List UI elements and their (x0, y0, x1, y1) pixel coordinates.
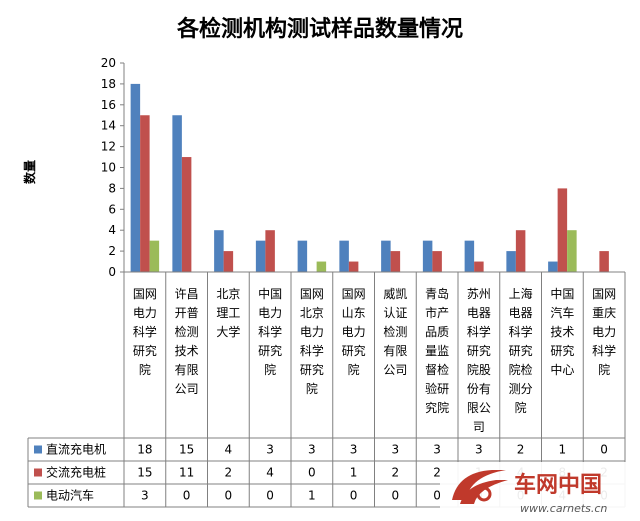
category-label: 国网电力科学研究院 (133, 287, 157, 377)
table-cell: 3 (266, 443, 274, 457)
carnets-logo-icon (452, 470, 508, 504)
table-cell: 2 (517, 443, 525, 457)
y-tick-label: 14 (101, 119, 116, 133)
bar (316, 261, 327, 272)
category-label: 国网重庆电力科学院 (592, 287, 616, 377)
table-cell: 0 (183, 489, 191, 503)
y-axis: 0 2 4 6 8 10 12 14 16 18 20 (101, 56, 125, 279)
category-label: 苏州电器科学研究院股份有限公司 (467, 287, 491, 434)
table-cell: 3 (141, 489, 149, 503)
y-tick-label: 4 (108, 223, 116, 237)
legend-swatch (34, 491, 42, 500)
legend-swatch (34, 468, 42, 477)
bar (515, 230, 526, 272)
category-label: 许昌开普检测技术有限公司 (175, 287, 199, 396)
watermark-text: 车网中国 (514, 472, 602, 498)
bar (339, 240, 349, 272)
table-cell: 2 (392, 466, 400, 480)
category-labels: 国网电力科学研究院许昌开普检测技术有限公司北京理工大学中国电力科学研究院国网北京… (133, 286, 616, 434)
table-cell: 0 (225, 489, 233, 503)
bars (130, 83, 609, 273)
table-cell: 1 (350, 466, 358, 480)
table-cell: 1 (559, 443, 567, 457)
bar (348, 261, 359, 272)
bar (172, 115, 182, 272)
category-label: 中国电力科学研究院 (258, 286, 282, 377)
table-cell: 3 (350, 443, 358, 457)
bar (381, 240, 391, 272)
bar (464, 240, 475, 272)
legend-label: 交流充电桩 (46, 465, 106, 480)
table-cell: 15 (179, 443, 194, 457)
bar (432, 251, 442, 272)
category-label: 北京理工大学 (216, 287, 240, 339)
y-tick-label: 12 (101, 140, 116, 154)
category-label: 国网山东电力研究院 (342, 287, 366, 377)
table-cell: 0 (350, 489, 358, 503)
y-tick-label: 18 (101, 77, 116, 91)
bar (474, 261, 484, 272)
bar (181, 157, 192, 272)
y-axis-label: 数量 (22, 160, 37, 184)
table-cell: 3 (475, 443, 483, 457)
table-cell: 15 (137, 466, 152, 480)
table-cell: 4 (266, 466, 274, 480)
table-cell: 3 (433, 443, 441, 457)
y-tick-label: 2 (108, 244, 116, 258)
bar (557, 188, 568, 272)
table-cell: 2 (225, 466, 233, 480)
table-cell: 1 (308, 489, 316, 503)
y-tick-label: 0 (108, 265, 116, 279)
category-label: 上海电器科学研究院检测分院 (509, 286, 533, 415)
table-cell: 0 (433, 489, 441, 503)
table-cell: 0 (308, 466, 316, 480)
watermark-url: www.carnets.cn (520, 502, 607, 515)
category-label: 中国汽车技术研究中心 (550, 286, 574, 377)
category-label: 威凯认证检测有限公司 (383, 287, 407, 377)
bar (422, 240, 433, 272)
data-table: 直流充电机18154333333210交流充电桩15112401221482电动… (34, 442, 608, 503)
bar (149, 240, 160, 272)
bar (130, 83, 141, 273)
y-tick-label: 10 (101, 161, 116, 175)
y-tick-label: 16 (101, 98, 116, 112)
bar (265, 230, 275, 272)
bar (567, 230, 577, 272)
table-cell: 4 (225, 443, 233, 457)
bar (390, 251, 401, 272)
table-cell: 18 (137, 443, 152, 457)
bar (214, 230, 224, 272)
y-tick-label: 6 (108, 202, 116, 216)
legend-label: 直流充电机 (46, 442, 106, 457)
legend-label: 电动汽车 (46, 488, 94, 503)
chart-title: 各检测机构测试样品数量情况 (176, 16, 463, 42)
watermark: 车网中国 www.carnets.cn (440, 462, 640, 521)
legend-swatch (34, 445, 42, 454)
bar (255, 240, 266, 272)
table-cell: 11 (179, 466, 194, 480)
table-cell: 3 (308, 443, 316, 457)
bar (548, 261, 558, 272)
bar (599, 251, 609, 272)
bar (297, 240, 308, 272)
table-cell: 0 (600, 443, 608, 457)
table-cell: 3 (392, 443, 400, 457)
category-label: 国网北京电力科学研究院 (300, 287, 324, 396)
table-cell: 2 (433, 466, 441, 480)
table-cell: 0 (266, 489, 274, 503)
y-tick-label: 20 (101, 56, 116, 70)
bar (140, 115, 150, 272)
y-tick-label: 8 (108, 181, 116, 195)
category-label: 青岛市产品质量监督检验研究院 (425, 286, 449, 415)
table-cell: 0 (392, 489, 400, 503)
bar (223, 251, 234, 272)
bar (506, 251, 516, 272)
